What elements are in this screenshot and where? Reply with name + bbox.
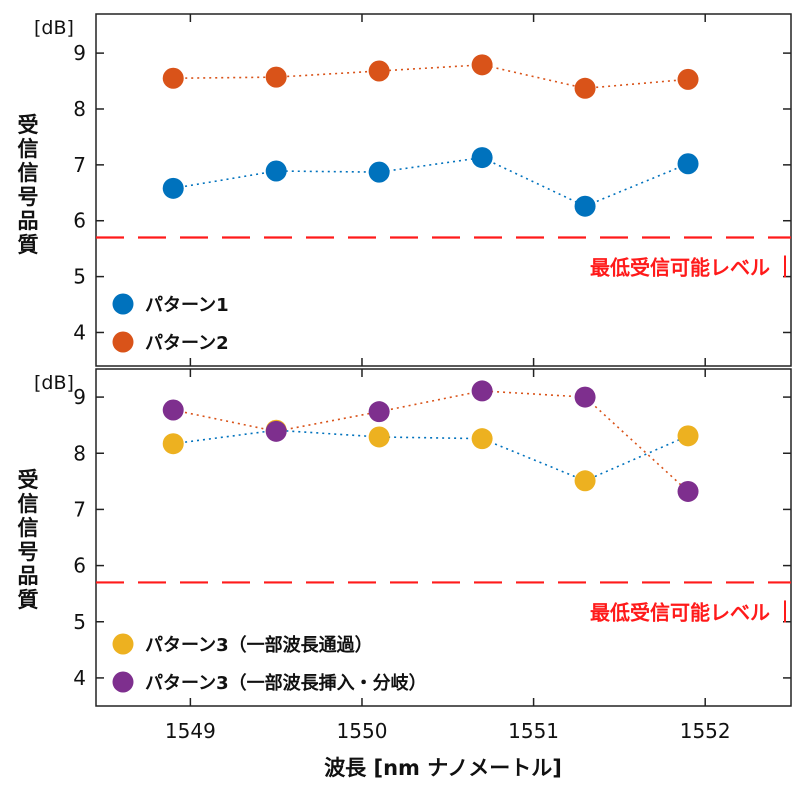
y-unit-label: [dB] — [34, 372, 74, 394]
threshold-label: 最低受信可能レベル — [590, 255, 770, 279]
plot-frame — [95, 13, 792, 367]
x-tick-label: 1552 — [680, 719, 731, 743]
data-point — [471, 380, 493, 402]
y-unit-label: [dB] — [34, 17, 74, 39]
y-tick-label: 6 — [73, 554, 86, 578]
legend-marker — [112, 671, 134, 693]
threshold-label: 最低受信可能レベル — [590, 600, 770, 624]
y-tick-label: 9 — [73, 385, 86, 409]
data-point — [162, 67, 184, 89]
data-point — [368, 401, 390, 423]
plot-frame — [95, 368, 792, 707]
y-axis-label: 受信信号品質 — [18, 113, 39, 257]
y-axis-label: 受信信号品質 — [18, 468, 39, 612]
y-tick-label: 4 — [73, 320, 86, 344]
data-point — [574, 470, 596, 492]
y-tick-label: 6 — [73, 209, 86, 233]
x-axis-label: 波長 [nm ナノメートル] — [324, 756, 562, 780]
data-point — [677, 153, 699, 175]
data-point — [677, 425, 699, 447]
legend-marker — [112, 293, 134, 315]
y-tick-label: 5 — [73, 610, 86, 634]
data-point — [574, 195, 596, 217]
legend-label: パターン2 — [145, 333, 229, 354]
data-point — [471, 147, 493, 169]
data-point — [162, 433, 184, 455]
data-point — [265, 420, 287, 442]
legend-marker — [112, 633, 134, 655]
data-point — [265, 160, 287, 182]
data-point — [368, 60, 390, 82]
x-tick-label: 1550 — [337, 719, 388, 743]
y-tick-label: 8 — [73, 441, 86, 465]
y-tick-label: 8 — [73, 97, 86, 121]
data-point — [677, 480, 699, 502]
y-tick-label: 5 — [73, 265, 86, 289]
bottom-panel: 4 5 6 7 8 9 1549 1550 1551 1552 [dB] 受信信号品質最低受信可能レベ… — [18, 368, 792, 743]
y-tick-label: 9 — [73, 41, 86, 65]
x-tick-label: 1549 — [165, 719, 216, 743]
series-line — [173, 156, 689, 208]
data-point — [162, 177, 184, 199]
legend-marker — [112, 331, 134, 353]
y-tick-label: 7 — [73, 497, 86, 521]
data-point — [574, 77, 596, 99]
data-point — [265, 66, 287, 88]
data-point — [368, 161, 390, 183]
series-line — [173, 429, 689, 482]
y-tick-label: 4 — [73, 666, 86, 690]
series-line — [173, 64, 689, 90]
data-point — [471, 428, 493, 450]
data-point — [677, 68, 699, 90]
data-point — [471, 54, 493, 76]
data-point — [162, 399, 184, 421]
x-tick-label: 1551 — [508, 719, 559, 743]
legend-label: パターン3（一部波長挿入・分岐） — [145, 672, 427, 694]
legend-label: パターン3（一部波長通過） — [145, 634, 373, 656]
data-point — [574, 386, 596, 408]
series-line — [173, 390, 689, 493]
y-tick-label: 7 — [73, 153, 86, 177]
legend-label: パターン1 — [145, 295, 229, 316]
data-point — [368, 426, 390, 448]
